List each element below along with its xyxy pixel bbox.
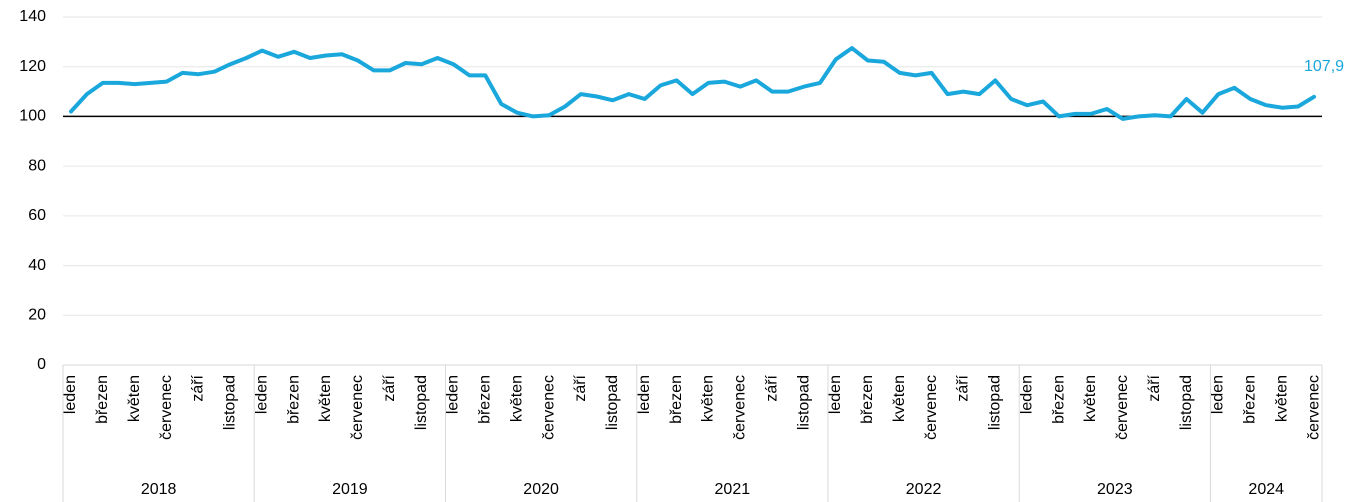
x-tick-label: listopad [987, 375, 1004, 430]
y-tick-label: 140 [19, 8, 46, 25]
x-tick-label: květen [891, 375, 908, 422]
x-tick-label: leden [636, 375, 653, 414]
x-tick-label: listopad [413, 375, 430, 430]
x-tick-label: květen [700, 375, 717, 422]
x-tick-label: listopad [222, 375, 239, 430]
x-tick-label: březen [285, 375, 302, 424]
x-tick-label: červenec [158, 375, 175, 440]
group-label: 2023 [1097, 481, 1133, 498]
x-tick-label: listopad [604, 375, 621, 430]
x-tick-label: březen [1242, 375, 1259, 424]
y-tick-label: 120 [19, 58, 46, 75]
x-tick-label: květen [126, 375, 143, 422]
group-label: 2018 [141, 481, 177, 498]
group-label: 2024 [1248, 481, 1284, 498]
x-tick-label: červenec [349, 375, 366, 440]
x-tick-label: březen [477, 375, 494, 424]
x-tick-label: září [190, 374, 207, 401]
x-tick-label: leden [827, 375, 844, 414]
group-label: 2022 [906, 481, 942, 498]
x-tick-label: září [763, 374, 780, 401]
x-tick-label: září [381, 374, 398, 401]
y-tick-label: 20 [28, 307, 46, 324]
x-tick-label: červenec [540, 375, 557, 440]
x-tick-label: listopad [795, 375, 812, 430]
x-tick-label: září [955, 374, 972, 401]
x-tick-label: leden [1018, 375, 1035, 414]
x-tick-label: květen [1082, 375, 1099, 422]
x-tick-label: červenec [1305, 375, 1322, 440]
y-tick-label: 60 [28, 207, 46, 224]
y-tick-label: 0 [37, 356, 46, 373]
x-tick-label: březen [859, 375, 876, 424]
x-tick-label: květen [508, 375, 525, 422]
x-tick-label: červenec [732, 375, 749, 440]
x-tick-label: červenec [923, 375, 940, 440]
group-label: 2021 [715, 481, 751, 498]
x-tick-label: březen [668, 375, 685, 424]
x-tick-label: listopad [1178, 375, 1195, 430]
x-tick-label: červenec [1114, 375, 1131, 440]
line-series [69, 46, 1316, 121]
x-tick-label: březen [1050, 375, 1067, 424]
x-tick-label: březen [94, 375, 111, 424]
y-tick-label: 40 [28, 257, 46, 274]
group-label: 2019 [332, 481, 368, 498]
group-label: 2020 [523, 481, 559, 498]
x-tick-label: leden [62, 375, 79, 414]
x-tick-label: září [1146, 374, 1163, 401]
x-tick-label: květen [1273, 375, 1290, 422]
x-tick-label: září [572, 374, 589, 401]
x-tick-label: květen [317, 375, 334, 422]
y-tick-label: 80 [28, 157, 46, 174]
y-tick-label: 100 [19, 108, 46, 125]
data-label: 107,9 [1304, 58, 1344, 75]
x-tick-label: leden [445, 375, 462, 414]
x-tick-label: leden [253, 375, 270, 414]
x-tick-label: leden [1210, 375, 1227, 414]
